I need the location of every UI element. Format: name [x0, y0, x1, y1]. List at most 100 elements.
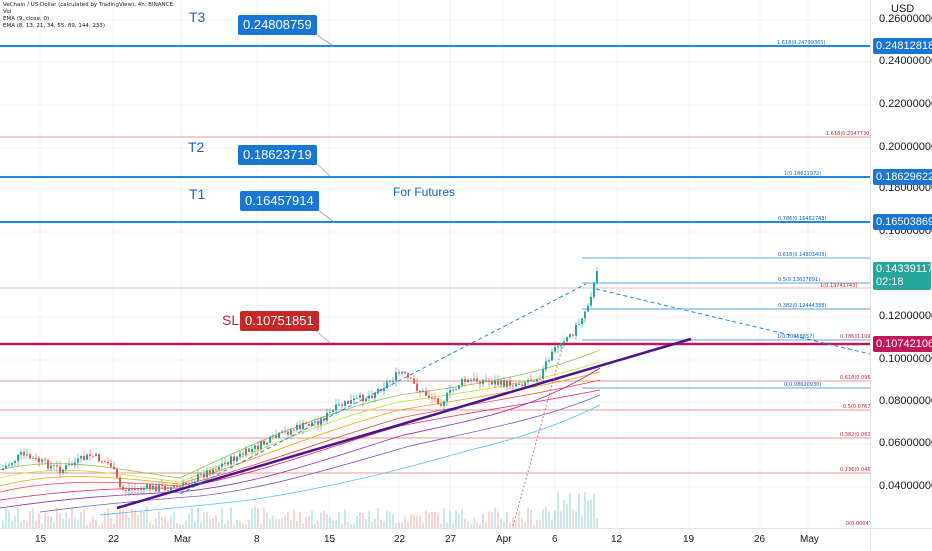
bar-countdown: 02:18	[876, 276, 904, 288]
volume-bar	[194, 521, 196, 528]
price-axis[interactable]: USD 0.26000000 0.24000000 0.22000000 0.2…	[870, 0, 932, 528]
support-trendline	[116, 337, 692, 510]
volume-bar	[332, 520, 334, 528]
t3-value-badge[interactable]: 0.24808759	[238, 15, 317, 35]
candle-body	[563, 341, 565, 344]
volume-bar	[416, 515, 418, 528]
volume-bar	[380, 519, 382, 528]
candle-body	[182, 482, 184, 487]
candle-body	[284, 431, 286, 433]
candle-body	[362, 394, 364, 402]
volume-bars	[2, 491, 598, 528]
candle-body	[29, 454, 31, 459]
candle-body	[14, 460, 16, 464]
t1-value-badge[interactable]: 0.16457914	[240, 191, 319, 211]
candle-body	[107, 461, 109, 464]
fib-label: 0.5(0.13627891)	[778, 277, 821, 283]
candle-body	[302, 422, 304, 430]
volume-bar	[230, 507, 232, 528]
chart-pane[interactable]: VeChain / US Dollar (calculated by Tradi…	[0, 0, 888, 528]
volume-bar	[482, 513, 484, 528]
candle-body	[194, 481, 196, 484]
volume-bar	[53, 522, 55, 528]
volume-bar	[473, 517, 475, 528]
volume-bar	[134, 510, 136, 528]
volume-bar	[17, 507, 19, 528]
volume-bar	[206, 512, 208, 528]
candle-body	[62, 469, 64, 474]
fib-label: 0(0.08620930)	[784, 382, 822, 388]
candle-body	[23, 451, 25, 456]
candle-body	[503, 380, 505, 387]
volume-bar	[44, 513, 46, 528]
volume-bar	[596, 518, 598, 528]
candle-body	[392, 381, 394, 382]
time-axis[interactable]: 15 22 Mar 8 15 22 27 Apr 6 12 19 26 May	[0, 528, 870, 551]
volume-bar	[410, 514, 412, 528]
volume-bar	[437, 513, 439, 528]
sl-value-badge[interactable]: 0.10751851	[240, 311, 319, 331]
candle-body	[74, 462, 76, 466]
candle-body	[101, 461, 103, 463]
candle-body	[185, 482, 187, 485]
candle-body	[320, 418, 322, 425]
volume-bar	[359, 512, 361, 528]
volume-bar	[545, 507, 547, 528]
candle-body	[11, 463, 13, 465]
candle-body	[497, 381, 499, 385]
volume-bar	[428, 513, 430, 528]
volume-bar	[263, 507, 265, 528]
fib-label: 0.786(0.16482748)	[778, 216, 827, 222]
volume-bar	[260, 523, 262, 528]
candle-body	[128, 489, 130, 491]
candle-body	[212, 469, 214, 475]
volume-bar	[320, 512, 322, 528]
candle-body	[407, 373, 409, 378]
volume-bar	[11, 520, 13, 528]
volume-bar	[290, 520, 292, 528]
volume-bar	[47, 516, 49, 528]
candle-body	[188, 484, 190, 486]
volume-bar	[542, 509, 544, 528]
volume-bar	[116, 514, 118, 528]
volume-bar	[389, 511, 391, 528]
candle-body	[587, 305, 589, 312]
volume-bar	[146, 507, 148, 528]
volume-bar	[275, 518, 277, 528]
candle-body	[371, 395, 373, 398]
candle-body	[71, 464, 73, 466]
candle-body	[548, 360, 550, 362]
time-tick: 15	[35, 534, 47, 545]
volume-bar	[155, 517, 157, 528]
candle-body	[158, 485, 160, 492]
time-tick: Apr	[496, 534, 512, 545]
price-chart[interactable]	[0, 0, 871, 528]
volume-bar	[434, 512, 436, 528]
volume-bar	[491, 511, 493, 528]
candle-body	[242, 453, 244, 455]
candle-body	[500, 380, 502, 385]
volume-bar	[503, 522, 505, 528]
candle-body	[275, 435, 277, 438]
projection-down-dashed	[595, 288, 871, 355]
time-tick: 19	[683, 534, 695, 545]
volume-bar	[518, 510, 520, 528]
volume-bar	[158, 511, 160, 528]
candle-body	[224, 462, 226, 464]
t2-value-badge[interactable]: 0.18623719	[238, 145, 317, 165]
candle-body	[5, 465, 7, 469]
candle-body	[173, 485, 175, 488]
candle-body	[335, 404, 337, 411]
fib-label: 1(0.18621972)	[784, 171, 822, 177]
volume-bar	[236, 519, 238, 528]
candle-body	[44, 459, 46, 461]
candlesticks	[2, 266, 598, 497]
volume-bar	[443, 508, 445, 528]
candle-body	[116, 469, 118, 478]
chart-legend: VeChain / US Dollar (calculated by Tradi…	[3, 2, 173, 30]
candle-body	[395, 372, 397, 382]
volume-bar	[191, 507, 193, 528]
volume-bar	[131, 508, 133, 528]
volume-bar	[563, 499, 565, 528]
candle-body	[572, 334, 574, 336]
